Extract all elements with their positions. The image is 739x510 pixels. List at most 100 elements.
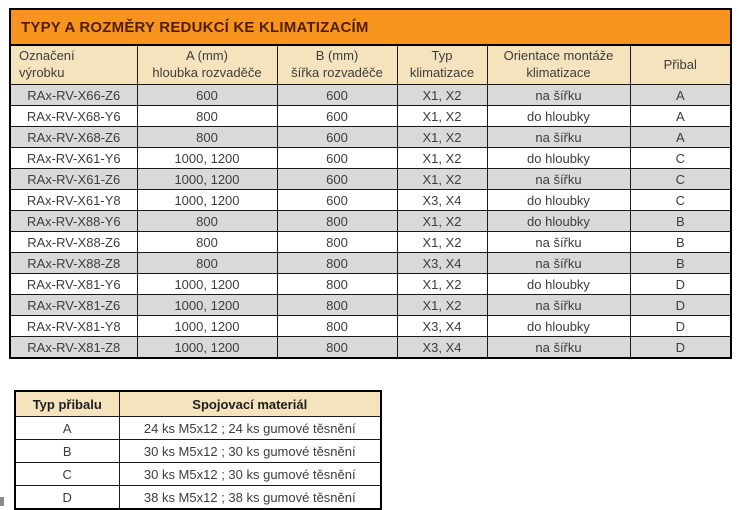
table-cell: B <box>629 231 732 253</box>
table-cell: A <box>629 126 732 148</box>
table-cell: RAx-RV-X66-Z6 <box>9 84 138 106</box>
table-cell: 800 <box>136 126 278 148</box>
table-cell: 1000, 1200 <box>136 168 278 190</box>
col-header-line: Přibal <box>663 56 697 72</box>
table-cell: B <box>629 210 732 232</box>
col-header-line: Orientace montáže <box>503 48 614 64</box>
table-cell: 600 <box>136 84 278 106</box>
accessory-table-body: A 24 ks M5x12 ; 24 ks gumové těsnění B 30 k… <box>14 416 382 510</box>
table-cell: D <box>629 336 732 359</box>
table-row: A 24 ks M5x12 ; 24 ks gumové těsnění <box>14 416 382 440</box>
table-cell: 600 <box>276 147 398 169</box>
table-cell: X1, X2 <box>396 294 488 316</box>
table-cell: 24 ks M5x12 ; 24 ks gumové těsnění <box>118 416 382 440</box>
table-cell: RAx-RV-X88-Z6 <box>9 231 138 253</box>
table-cell: 600 <box>276 84 398 106</box>
col-header-a-mm: A (mm) hloubka rozvaděče <box>136 44 278 85</box>
table-cell: 38 ks M5x12 ; 38 ks gumové těsnění <box>118 485 382 510</box>
table-cell: C <box>14 462 120 486</box>
table-cell: 800 <box>276 273 398 295</box>
accessory-table: Typ přibalu Spojovací materiál A 24 ks M5… <box>14 390 382 510</box>
table-row: RAx-RV-X68-Z6 800 600 X1, X2 na šířku A <box>9 126 732 148</box>
table-cell: RAx-RV-X81-Z8 <box>9 336 138 359</box>
table-cell: X1, X2 <box>396 231 488 253</box>
main-table-title-row: TYPY A ROZMĚRY REDUKCÍ KE KLIMATIZACÍM <box>8 8 733 46</box>
table-cell: 800 <box>136 231 278 253</box>
col-header-oznaceni-vyrobku: Označení výrobku <box>9 44 138 85</box>
table-row: RAx-RV-X81-Y6 1000, 1200 800 X1, X2 do hloub… <box>9 273 732 295</box>
table-cell: 1000, 1200 <box>136 294 278 316</box>
table-cell: na šířku <box>486 84 631 106</box>
table-cell: RAx-RV-X68-Y6 <box>9 105 138 127</box>
table-cell: 800 <box>276 252 398 274</box>
table-cell: C <box>629 189 732 211</box>
acc-header-spojovaci-material: Spojovací materiál <box>118 390 382 417</box>
table-cell: X1, X2 <box>396 126 488 148</box>
table-cell: A <box>629 84 732 106</box>
table-cell: 1000, 1200 <box>136 315 278 337</box>
table-cell: RAx-RV-X61-Z6 <box>9 168 138 190</box>
col-header-line: Označení <box>19 48 75 64</box>
table-cell: 800 <box>276 231 398 253</box>
table-cell: 800 <box>276 315 398 337</box>
accessory-table-header-row: Typ přibalu Spojovací materiál <box>14 390 382 417</box>
col-header-typ-klimatizace: Typ klimatizace <box>396 44 488 85</box>
table-cell: do hloubky <box>486 105 631 127</box>
table-cell: RAx-RV-X81-Y6 <box>9 273 138 295</box>
table-cell: 800 <box>276 294 398 316</box>
table-cell: X1, X2 <box>396 210 488 232</box>
screen-artifact <box>0 497 4 506</box>
table-cell: RAx-RV-X68-Z6 <box>9 126 138 148</box>
table-cell: X1, X2 <box>396 105 488 127</box>
table-cell: X1, X2 <box>396 168 488 190</box>
table-cell: 800 <box>136 252 278 274</box>
table-cell: D <box>14 485 120 510</box>
table-row: RAx-RV-X88-Z6 800 800 X1, X2 na šířku B <box>9 231 732 253</box>
table-cell: do hloubky <box>486 210 631 232</box>
table-cell: X1, X2 <box>396 273 488 295</box>
table-cell: RAx-RV-X61-Y8 <box>9 189 138 211</box>
table-cell: A <box>14 416 120 440</box>
table-row: C 30 ks M5x12 ; 30 ks gumové těsnění <box>14 462 382 486</box>
table-cell: 30 ks M5x12 ; 30 ks gumové těsnění <box>118 439 382 463</box>
table-cell: do hloubky <box>486 315 631 337</box>
table-cell: 1000, 1200 <box>136 336 278 359</box>
table-cell: do hloubky <box>486 189 631 211</box>
table-cell: 600 <box>276 105 398 127</box>
table-cell: na šířku <box>486 294 631 316</box>
table-row: RAx-RV-X81-Z8 1000, 1200 800 X3, X4 na šířku… <box>9 336 732 359</box>
table-cell: RAx-RV-X61-Y6 <box>9 147 138 169</box>
table-cell: D <box>629 273 732 295</box>
table-cell: do hloubky <box>486 273 631 295</box>
table-cell: B <box>629 252 732 274</box>
table-cell: na šířku <box>486 336 631 359</box>
col-header-b-mm: B (mm) šířka rozvaděče <box>276 44 398 85</box>
table-cell: X3, X4 <box>396 252 488 274</box>
table-cell: RAx-RV-X81-Y8 <box>9 315 138 337</box>
table-cell: na šířku <box>486 231 631 253</box>
table-row: RAx-RV-X61-Y8 1000, 1200 600 X3, X4 do hloub… <box>9 189 732 211</box>
table-cell: 800 <box>276 210 398 232</box>
table-cell: C <box>629 168 732 190</box>
table-row: B 30 ks M5x12 ; 30 ks gumové těsnění <box>14 439 382 463</box>
table-cell: X1, X2 <box>396 147 488 169</box>
col-header-line: Typ <box>431 48 453 64</box>
table-cell: X3, X4 <box>396 189 488 211</box>
col-header-line: hloubka rozvaděče <box>152 65 262 80</box>
table-cell: RAx-RV-X81-Z6 <box>9 294 138 316</box>
table-row: RAx-RV-X61-Z6 1000, 1200 600 X1, X2 na šířku… <box>9 168 732 190</box>
table-row: RAx-RV-X88-Y6 800 800 X1, X2 do hloubky B <box>9 210 732 232</box>
table-row: RAx-RV-X66-Z6 600 600 X1, X2 na šířku A <box>9 84 732 106</box>
table-cell: C <box>629 147 732 169</box>
table-cell: 1000, 1200 <box>136 273 278 295</box>
table-row: D 38 ks M5x12 ; 38 ks gumové těsnění <box>14 485 382 510</box>
col-header-line: klimatizace <box>526 65 591 80</box>
table-row: RAx-RV-X88-Z8 800 800 X3, X4 na šířku B <box>9 252 732 274</box>
table-cell: 1000, 1200 <box>136 189 278 211</box>
table-row: RAx-RV-X81-Z6 1000, 1200 800 X1, X2 na šířku… <box>9 294 732 316</box>
table-cell: X3, X4 <box>396 315 488 337</box>
table-cell: 600 <box>276 189 398 211</box>
table-cell: na šířku <box>486 126 631 148</box>
table-row: RAx-RV-X68-Y6 800 600 X1, X2 do hloubky A <box>9 105 732 127</box>
